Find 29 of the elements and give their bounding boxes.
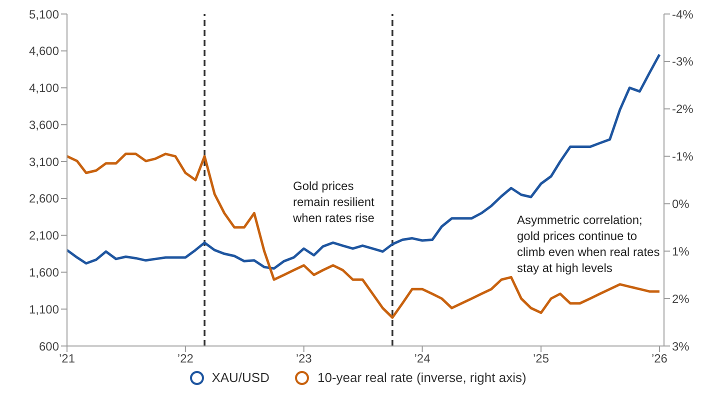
- annotation: Gold prices remain resilient when rates rise: [293, 178, 376, 226]
- x-tick-label: ’21: [58, 352, 76, 366]
- y-tick-label: 2,600: [28, 192, 60, 206]
- y2-tick-label: 3%: [672, 339, 690, 354]
- y-tick-label: 4,600: [28, 44, 60, 58]
- y-tick-label: 2,100: [28, 228, 60, 243]
- x-tick-label: ’24: [414, 352, 431, 366]
- legend-label: 10-year real rate (inverse, right axis): [317, 370, 526, 385]
- x-tick-label: ’25: [533, 352, 550, 366]
- y2-tick-label: -1%: [672, 150, 694, 164]
- line-series: [67, 152, 661, 319]
- annotation: Asymmetric correlation; gold prices continue to climb even when real rates stay at high levels: [517, 212, 661, 276]
- y-tick-label: 5,100: [28, 7, 60, 22]
- y2-tick-label: 1%: [672, 244, 690, 258]
- y2-tick-label: -3%: [672, 54, 694, 69]
- legend-label: XAU/USD: [212, 370, 270, 385]
- y2-tick-label: 0%: [672, 196, 690, 211]
- y-tick-label: 3,600: [28, 118, 60, 132]
- y-tick-label: 3,100: [28, 154, 60, 169]
- y2-tick-label: -2%: [672, 102, 694, 116]
- x-tick-label: ’23: [296, 352, 312, 366]
- x-tick-label: ’26: [651, 352, 668, 366]
- y2-tick-label: 2%: [672, 292, 690, 306]
- y-tick-label: 1,600: [28, 265, 60, 280]
- y2-tick-label: -4%: [672, 7, 694, 22]
- y-tick-label: 1,100: [28, 302, 60, 316]
- y-tick-label: 4,100: [28, 81, 60, 96]
- y-tick-label: 600: [38, 339, 60, 354]
- x-tick-label: ’22: [177, 352, 194, 366]
